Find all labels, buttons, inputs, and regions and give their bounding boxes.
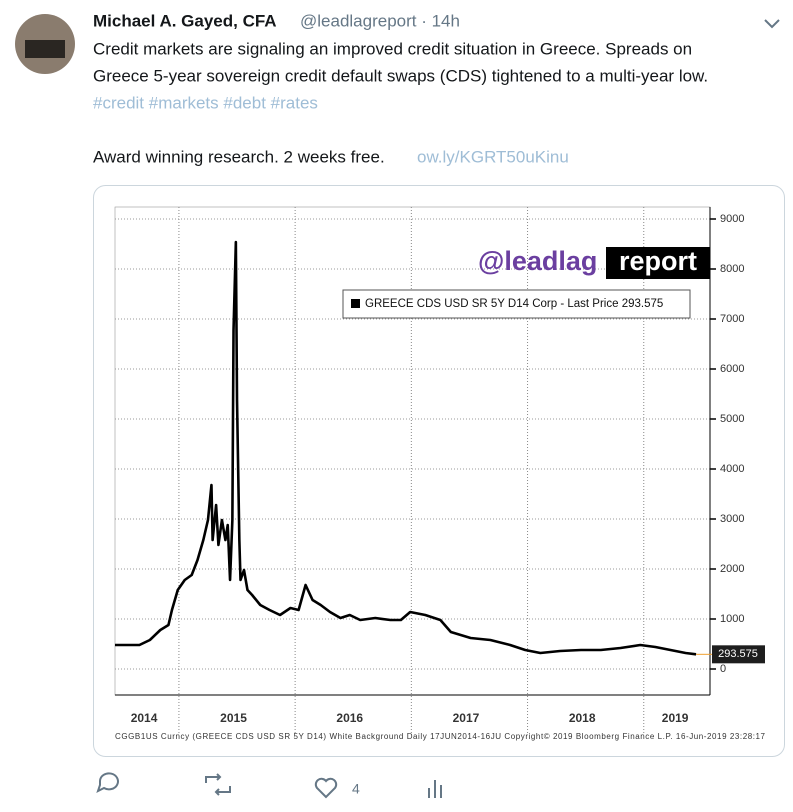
y-tick-label: 3000 bbox=[720, 513, 744, 525]
tweet-text: Credit markets are signaling an improved… bbox=[93, 39, 692, 58]
avatar-detail bbox=[25, 40, 65, 58]
y-tick-label: 5000 bbox=[720, 413, 744, 425]
y-tick-label: 6000 bbox=[720, 363, 744, 375]
y-tick-label: 1000 bbox=[720, 613, 744, 625]
stats-icon[interactable] bbox=[428, 780, 442, 798]
legend-swatch bbox=[351, 299, 360, 308]
legend-label: GREECE CDS USD SR 5Y D14 Corp - Last Pri… bbox=[365, 298, 663, 310]
x-tick-label: 2014 bbox=[131, 711, 158, 725]
last-price-label: 293.575 bbox=[718, 648, 758, 660]
watermark-box bbox=[606, 247, 710, 279]
line-series bbox=[115, 240, 697, 656]
chart-footer: CGGB1US Curncy (GREECE CDS USD SR 5Y D14… bbox=[115, 732, 766, 741]
y-tick-label: 0 bbox=[720, 663, 726, 675]
x-tick-label: 2018 bbox=[569, 711, 596, 725]
y-tick-label: 7000 bbox=[720, 313, 744, 325]
author[interactable]: Michael A. Gayed, CFA bbox=[93, 11, 277, 30]
menu-caret[interactable] bbox=[764, 19, 780, 29]
legend-box bbox=[342, 289, 691, 319]
reply-icon[interactable] bbox=[96, 772, 119, 793]
like-count: 4 bbox=[352, 781, 360, 797]
y-tick-label: 2000 bbox=[720, 563, 744, 575]
watermark: @leadlag bbox=[478, 246, 597, 276]
x-tick-label: 2019 bbox=[662, 711, 689, 725]
retweet-icon[interactable] bbox=[205, 773, 231, 796]
x-tick-label: 2017 bbox=[453, 711, 480, 725]
chart: 0 1000 2000 3000 4000 5000 6000 7000 8000 9000 201… bbox=[114, 206, 766, 741]
handle[interactable]: @leadlagreport · 14h bbox=[300, 11, 460, 30]
like-icon[interactable] bbox=[314, 777, 338, 799]
link[interactable]: ow.ly/KGRT50uKinu bbox=[417, 147, 569, 166]
watermark-box-text: report bbox=[619, 246, 697, 276]
y-tick-label: 9000 bbox=[720, 213, 744, 225]
y-tick-label: 4000 bbox=[720, 463, 744, 475]
hashtags[interactable]: #credit #markets #debt #rates bbox=[93, 93, 318, 112]
plot-area bbox=[114, 206, 711, 696]
actions bbox=[96, 772, 442, 799]
promo: Award winning research. 2 weeks free. bbox=[93, 147, 385, 166]
tweet-text: Greece 5-year sovereign credit default s… bbox=[93, 66, 708, 85]
y-tick-label: 8000 bbox=[720, 263, 744, 275]
x-tick-label: 2016 bbox=[336, 711, 363, 725]
x-tick-label: 2015 bbox=[220, 711, 247, 725]
last-price-tag bbox=[712, 645, 765, 664]
